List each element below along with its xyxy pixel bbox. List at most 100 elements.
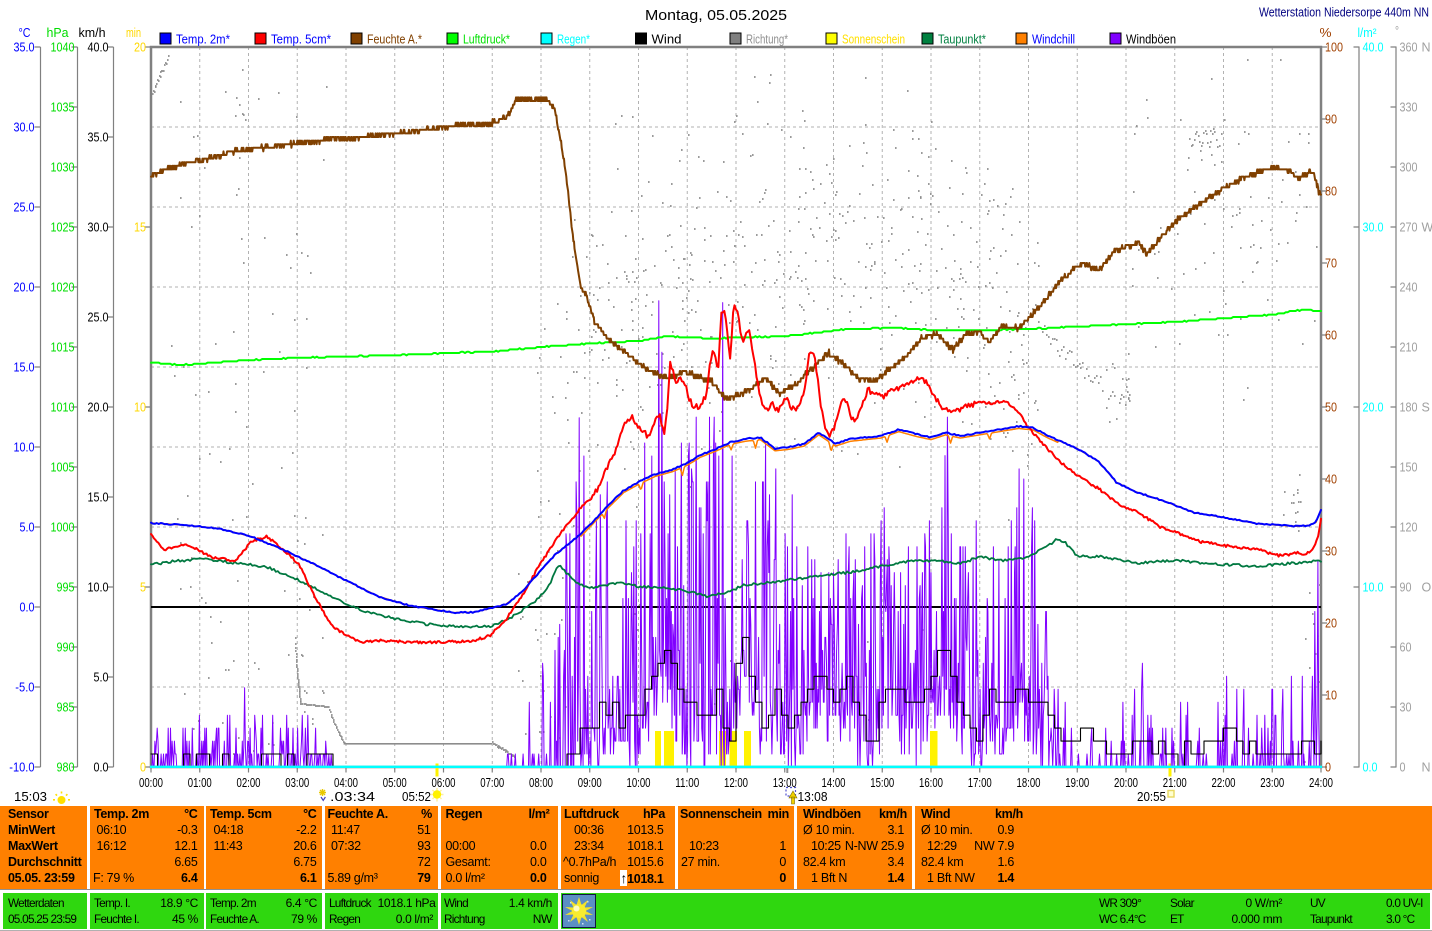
svg-text:1015: 1015: [51, 341, 75, 355]
svg-text:06:00: 06:00: [432, 776, 456, 790]
svg-text:25.0: 25.0: [14, 201, 35, 215]
svg-text:min: min: [126, 26, 141, 40]
svg-text:40: 40: [1325, 473, 1337, 487]
svg-text:08:00: 08:00: [529, 776, 553, 790]
svg-text:0: 0: [140, 761, 146, 775]
svg-text:995: 995: [57, 581, 75, 595]
svg-text:20: 20: [134, 41, 146, 55]
svg-text:Wetterstation Niedersorpe 440m: Wetterstation Niedersorpe 440m NN: [1259, 5, 1429, 20]
svg-text:70: 70: [1325, 257, 1337, 271]
svg-text:1040: 1040: [51, 41, 75, 55]
svg-text:hPa: hPa: [47, 26, 69, 40]
svg-text:-10.0: -10.0: [9, 761, 34, 775]
svg-text:Temp. 2m*: Temp. 2m*: [176, 32, 230, 47]
svg-text:1020: 1020: [51, 281, 75, 295]
svg-text:985: 985: [57, 701, 75, 715]
svg-text:Wind: Wind: [652, 32, 682, 47]
svg-text:Regen*: Regen*: [557, 32, 590, 47]
svg-text:30: 30: [1400, 701, 1412, 715]
svg-text:Windböen: Windböen: [1126, 32, 1176, 47]
svg-text:Montag, 05.05.2025: Montag, 05.05.2025: [645, 7, 787, 24]
svg-text:30.0: 30.0: [14, 121, 35, 135]
svg-text:13:00: 13:00: [773, 776, 797, 790]
svg-text:30.0: 30.0: [1363, 221, 1384, 235]
svg-text:25.0: 25.0: [88, 311, 109, 325]
svg-text:20.0: 20.0: [88, 401, 109, 415]
svg-text:05:52: 05:52: [402, 789, 431, 804]
svg-text:1035: 1035: [51, 101, 75, 115]
svg-text:300: 300: [1400, 161, 1418, 175]
svg-text:Taupunkt*: Taupunkt*: [938, 32, 986, 47]
svg-text:15:03: 15:03: [14, 789, 47, 804]
svg-text:90: 90: [1325, 113, 1337, 127]
svg-text:35.0: 35.0: [88, 131, 109, 145]
svg-text:-5.0: -5.0: [15, 681, 34, 695]
svg-text:20: 20: [1325, 617, 1337, 631]
svg-text:180: 180: [1400, 401, 1418, 415]
svg-text:15: 15: [134, 221, 146, 235]
svg-text:10: 10: [134, 401, 146, 415]
svg-text:15.0: 15.0: [14, 361, 35, 375]
svg-text:20.0: 20.0: [14, 281, 35, 295]
svg-text:09:00: 09:00: [578, 776, 602, 790]
svg-text:100: 100: [1325, 41, 1343, 55]
svg-text:150: 150: [1400, 461, 1418, 475]
svg-text:10.0: 10.0: [88, 581, 109, 595]
svg-text:10.0: 10.0: [14, 441, 35, 455]
svg-text:1030: 1030: [51, 161, 75, 175]
svg-text:980: 980: [57, 761, 75, 775]
svg-text:00:00: 00:00: [139, 776, 163, 790]
svg-text:14:00: 14:00: [822, 776, 846, 790]
svg-text:10.0: 10.0: [1363, 581, 1384, 595]
svg-text:02:00: 02:00: [237, 776, 261, 790]
svg-text:1000: 1000: [51, 521, 75, 535]
svg-text:0: 0: [1325, 761, 1331, 775]
svg-text:04:00: 04:00: [334, 776, 358, 790]
svg-text:5: 5: [140, 581, 146, 595]
svg-text:N: N: [1422, 41, 1431, 55]
svg-text:01:00: 01:00: [188, 776, 212, 790]
svg-text:19:00: 19:00: [1065, 776, 1089, 790]
svg-text:22:00: 22:00: [1212, 776, 1236, 790]
svg-text:330: 330: [1400, 101, 1418, 115]
svg-text:24:00: 24:00: [1309, 776, 1333, 790]
svg-text:13:08: 13:08: [798, 789, 828, 804]
svg-text:90: 90: [1400, 581, 1412, 595]
svg-text:21:00: 21:00: [1163, 776, 1187, 790]
svg-text:16:00: 16:00: [919, 776, 943, 790]
svg-text:210: 210: [1400, 341, 1418, 355]
svg-text:.03:34: .03:34: [330, 789, 375, 804]
svg-text:40.0: 40.0: [88, 41, 109, 55]
svg-text:15.0: 15.0: [88, 491, 109, 505]
svg-text:60: 60: [1325, 329, 1337, 343]
svg-text:N: N: [1422, 761, 1431, 775]
svg-text:07:00: 07:00: [480, 776, 504, 790]
svg-text:0.0: 0.0: [1363, 761, 1378, 775]
svg-text:30.0: 30.0: [88, 221, 109, 235]
svg-text:1005: 1005: [51, 461, 75, 475]
svg-text:°: °: [1395, 24, 1399, 38]
svg-text:0: 0: [1400, 761, 1406, 775]
svg-text:50: 50: [1325, 401, 1337, 415]
svg-text:240: 240: [1400, 281, 1418, 295]
svg-text:30: 30: [1325, 545, 1337, 559]
svg-text:12:00: 12:00: [724, 776, 748, 790]
svg-text:60: 60: [1400, 641, 1412, 655]
svg-text:5.0: 5.0: [20, 521, 35, 535]
svg-text:S: S: [1422, 401, 1430, 415]
svg-text:03:00: 03:00: [285, 776, 309, 790]
svg-text:W: W: [1422, 221, 1432, 235]
svg-text:10: 10: [1325, 689, 1337, 703]
svg-text:Feuchte A.*: Feuchte A.*: [367, 32, 422, 47]
svg-text:15:00: 15:00: [870, 776, 894, 790]
svg-text:1025: 1025: [51, 221, 75, 235]
svg-text:1010: 1010: [51, 401, 75, 415]
svg-text:O: O: [1422, 581, 1432, 595]
svg-text:23:00: 23:00: [1260, 776, 1284, 790]
svg-text:80: 80: [1325, 185, 1337, 199]
svg-text:Richtung*: Richtung*: [746, 32, 788, 47]
svg-text:km/h: km/h: [79, 26, 106, 40]
svg-text:20:00: 20:00: [1114, 776, 1138, 790]
svg-text:%: %: [1320, 26, 1332, 40]
svg-text:Luftdruck*: Luftdruck*: [463, 32, 510, 47]
